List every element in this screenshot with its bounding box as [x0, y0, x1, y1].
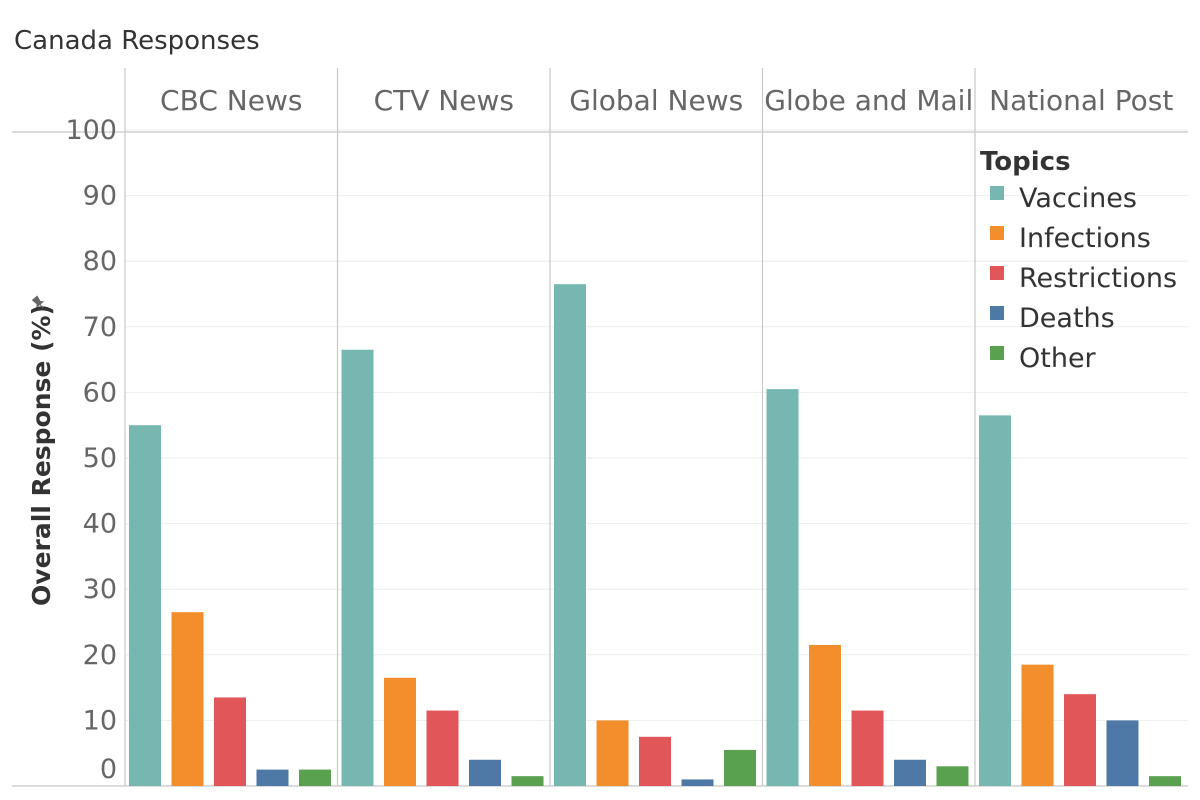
y-axis-title: Overall Response (%) — [27, 304, 56, 606]
y-axis: 0 10 20 30 40 50 60 70 80 90 100 — [65, 115, 117, 785]
bar-restrictions-2 — [639, 736, 671, 786]
y-tick-label-0: 0 — [100, 754, 117, 785]
y-tick-label-80: 80 — [83, 246, 117, 277]
bar-restrictions-4 — [1064, 694, 1096, 786]
legend-label-restrictions: Restrictions — [1019, 263, 1177, 294]
bar-other-3 — [936, 766, 969, 786]
legend-label-infections: Infections — [1019, 223, 1151, 254]
bar-vaccines-1 — [341, 349, 374, 786]
bar-vaccines-3 — [766, 389, 799, 786]
pin-icon — [31, 295, 45, 309]
bar-infections-1 — [384, 677, 416, 786]
y-axis-title-group: Overall Response (%) — [27, 304, 56, 606]
legend-label-vaccines: Vaccines — [1019, 183, 1137, 214]
bar-infections-4 — [1021, 664, 1054, 786]
legend-swatch-other — [990, 346, 1004, 360]
bar-vaccines-2 — [554, 284, 586, 786]
legend-swatch-vaccines — [990, 186, 1004, 200]
bar-deaths-1 — [469, 759, 501, 786]
bar-restrictions-0 — [214, 697, 246, 786]
legend: Topics Vaccines Infections Restrictions Dea… — [980, 147, 1177, 374]
y-tick-label-20: 20 — [83, 640, 117, 671]
bar-vaccines-0 — [129, 425, 161, 786]
gridlines — [125, 129, 1188, 721]
legend-swatch-deaths — [990, 306, 1004, 320]
pane-header-1: CTV News — [374, 84, 514, 117]
bar-other-1 — [511, 776, 544, 786]
bar-deaths-4 — [1106, 720, 1139, 786]
bars — [129, 284, 1181, 786]
bar-other-2 — [724, 749, 756, 786]
bar-restrictions-3 — [851, 710, 884, 786]
y-tick-label-100: 100 — [65, 115, 117, 146]
bar-deaths-2 — [681, 779, 714, 786]
chart-title: Canada Responses — [14, 26, 260, 56]
pane-headers: CBC News CTV News Global News Globe and Mai… — [160, 84, 1173, 117]
legend-swatch-infections — [990, 226, 1004, 240]
y-tick-label-90: 90 — [83, 181, 117, 212]
pane-header-0: CBC News — [160, 84, 302, 117]
y-tick-label-10: 10 — [83, 705, 117, 736]
bar-vaccines-4 — [979, 415, 1011, 786]
bar-infections-0 — [171, 612, 204, 786]
y-tick-label-70: 70 — [83, 312, 117, 343]
y-tick-label-60: 60 — [83, 377, 117, 408]
bar-deaths-0 — [256, 769, 289, 786]
bar-other-0 — [299, 769, 331, 786]
y-tick-label-50: 50 — [83, 443, 117, 474]
bar-restrictions-1 — [426, 710, 459, 786]
y-tick-label-30: 30 — [83, 574, 117, 605]
bar-deaths-3 — [894, 759, 926, 786]
bar-other-4 — [1149, 776, 1181, 786]
y-tick-label-40: 40 — [83, 509, 117, 540]
legend-label-other: Other — [1019, 343, 1097, 374]
pane-header-2: Global News — [569, 84, 743, 117]
bar-infections-2 — [596, 720, 629, 786]
legend-title: Topics — [980, 147, 1071, 177]
bar-infections-3 — [809, 644, 841, 786]
pane-header-4: National Post — [989, 84, 1173, 117]
legend-swatch-restrictions — [990, 266, 1004, 280]
legend-label-deaths: Deaths — [1019, 303, 1115, 334]
pane-header-3: Globe and Mail — [764, 84, 973, 117]
